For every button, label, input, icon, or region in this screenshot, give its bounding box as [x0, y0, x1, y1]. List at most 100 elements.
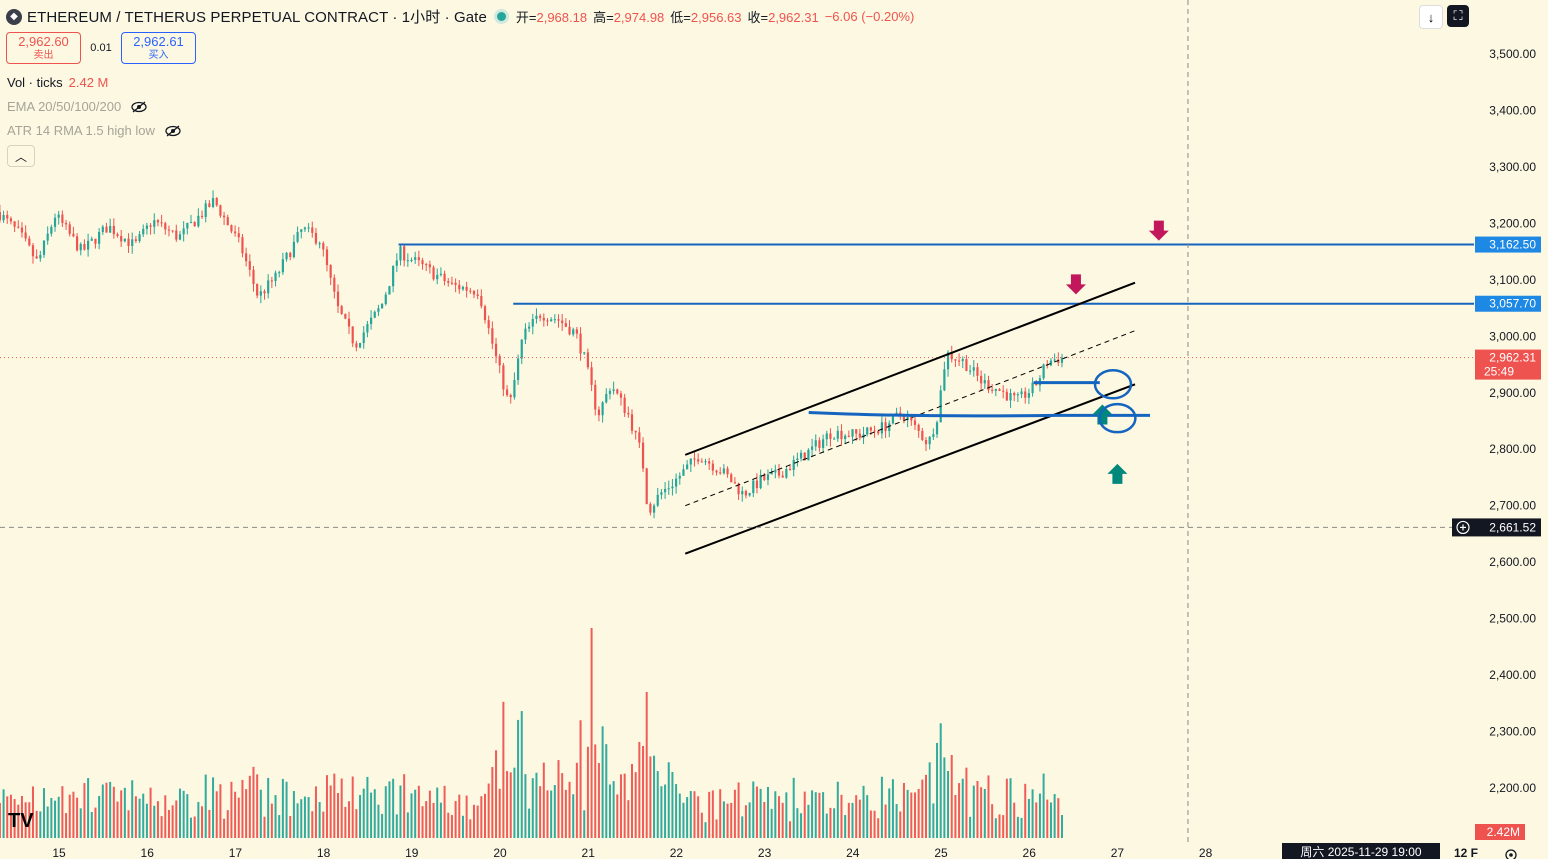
tradingview-logo[interactable]: TV [8, 810, 34, 833]
price-chart[interactable]: 2,200.002,300.002,400.002,500.002,600.00… [0, 0, 1548, 859]
candle-body [392, 266, 394, 286]
candle-body [183, 228, 185, 234]
candle-body [719, 472, 721, 473]
volume-bar [473, 805, 475, 838]
volume-bar [150, 788, 152, 838]
candle-body [164, 223, 166, 229]
ethereum-logo-icon: ◆ [6, 9, 22, 25]
candle-body [135, 239, 137, 241]
volume-bar [293, 791, 295, 838]
candle-body [271, 280, 273, 281]
candle-body [807, 450, 809, 460]
candle-body [778, 470, 780, 476]
volume-bar [940, 723, 942, 838]
volume-bar [392, 779, 394, 838]
candle-body [851, 429, 853, 437]
candle-body [932, 434, 934, 437]
candle-body [602, 402, 604, 415]
candle-body [726, 469, 728, 475]
atr-indicator[interactable]: ATR 14 RMA 1.5 high low [7, 123, 181, 138]
candle-body [668, 488, 670, 489]
volume-bar [605, 744, 607, 838]
candle-body [28, 238, 30, 245]
candle-body [47, 234, 49, 241]
volume-bar [800, 813, 802, 838]
candle-body [205, 203, 207, 217]
symbol-title[interactable]: ETHEREUM / TETHERUS PERPETUAL CONTRACT ·… [27, 6, 487, 27]
candle-body [840, 431, 842, 439]
candle-body [109, 226, 111, 233]
volume-indicator-label: Vol · ticks [7, 75, 63, 90]
candle-body [918, 425, 920, 431]
candle-body [227, 217, 229, 225]
volume-bar [83, 783, 85, 838]
volume-bar [1054, 794, 1056, 838]
candle-body [774, 470, 776, 473]
candle-body [14, 221, 16, 226]
candle-body [267, 280, 269, 293]
candle-body [635, 431, 637, 432]
ohlc-open: 开=2,968.18 [516, 7, 587, 26]
eye-hidden-icon[interactable] [165, 125, 181, 137]
candle-body [330, 265, 332, 278]
volume-bar [741, 816, 743, 838]
candle-body [105, 227, 107, 233]
volume-bar [480, 796, 482, 838]
buy-button[interactable]: 2,962.61 买入 [121, 32, 196, 64]
candle-body [54, 218, 56, 227]
volume-bar [583, 810, 585, 838]
volume-bar [238, 798, 240, 838]
candle-body [451, 283, 453, 284]
crosshair-time-label: 周六 2025-11-29 19:00 [1300, 845, 1422, 859]
volume-bar [54, 801, 56, 838]
candle-body [304, 228, 306, 230]
bar-countdown-label: 25:49 [1484, 365, 1514, 379]
candle-body [2, 215, 4, 220]
volume-bar [436, 788, 438, 838]
candle-body [884, 422, 886, 431]
fullscreen-button[interactable]: ⛶ [1447, 5, 1469, 27]
candle-body [238, 233, 240, 237]
volume-indicator[interactable]: Vol · ticks 2.42 M [7, 75, 108, 90]
volume-bar [146, 804, 148, 838]
candle-body [609, 391, 611, 394]
candle-body [690, 459, 692, 465]
collapse-legend-button[interactable]: ︿ [7, 145, 35, 167]
candle-body [870, 427, 872, 430]
volume-bar [660, 786, 662, 838]
volume-bar [723, 801, 725, 838]
volume-bar [50, 798, 52, 838]
gear-hub [1509, 853, 1513, 857]
volume-bar [80, 808, 82, 838]
candle-body [693, 459, 695, 460]
candle-body [241, 237, 243, 253]
candle-body [274, 273, 276, 281]
candle-body [477, 294, 479, 296]
market-open-icon [497, 12, 506, 21]
candle-body [502, 365, 504, 389]
volume-bar [337, 793, 339, 838]
candle-body [488, 320, 490, 328]
volume-bar [848, 803, 850, 838]
ema-indicator[interactable]: EMA 20/50/100/200 [7, 99, 147, 114]
download-button[interactable]: ↓ [1419, 5, 1443, 29]
sell-button[interactable]: 2,962.60 卖出 [6, 32, 81, 64]
volume-bar [653, 756, 655, 838]
candle-body [0, 212, 1, 220]
x-tick-label: 22 [670, 846, 684, 859]
volume-bar [546, 790, 548, 838]
volume-bar [139, 799, 141, 838]
x-tick-label: 27 [1111, 846, 1125, 859]
volume-bar [366, 777, 368, 838]
volume-bar [620, 774, 622, 838]
x-tick-label: 19 [405, 846, 419, 859]
volume-bar [142, 794, 144, 838]
candle-body [943, 369, 945, 390]
candle-body [263, 291, 265, 293]
candle-body [973, 367, 975, 370]
y-tick-label: 3,300.00 [1489, 160, 1536, 174]
eye-hidden-icon[interactable] [131, 101, 147, 113]
candle-body [517, 358, 519, 380]
x-tick-label: 17 [229, 846, 243, 859]
candle-body [466, 287, 468, 291]
